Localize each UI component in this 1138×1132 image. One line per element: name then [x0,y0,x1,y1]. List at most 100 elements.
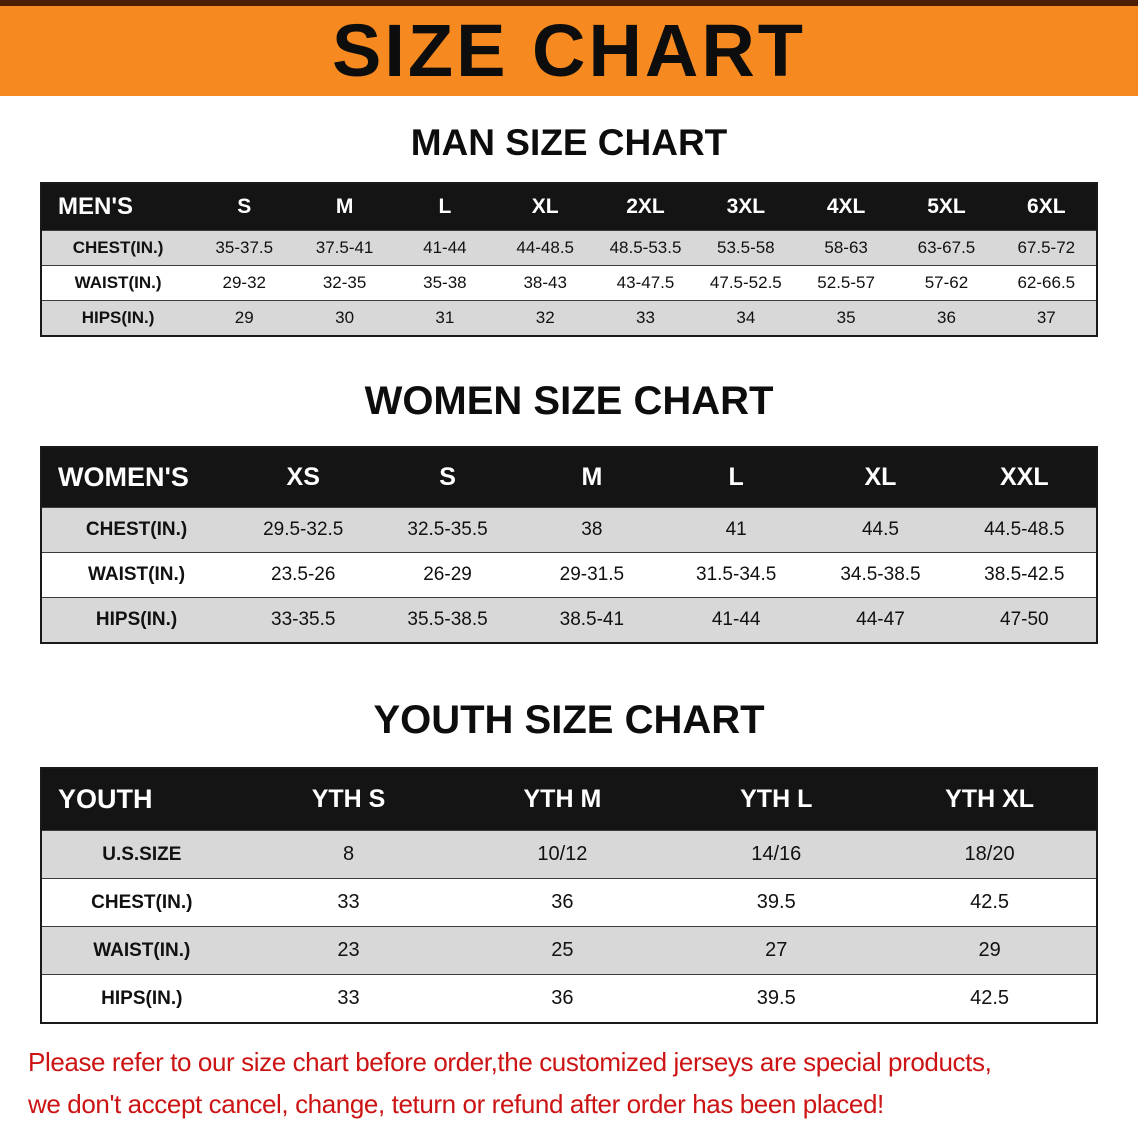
size-column-header: 6XL [996,183,1097,231]
size-column-header: YTH M [455,768,670,831]
size-value-cell: 29.5-32.5 [231,507,376,553]
women-size-chart-section: WOMEN SIZE CHART WOMEN'S XS S M L XL XXL CHEST(… [40,379,1098,644]
row-label: HIPS(IN.) [41,974,242,1023]
row-label: U.S.SIZE [41,830,242,879]
size-value-cell: 33-35.5 [231,597,376,643]
size-value-cell: 25 [455,926,670,975]
size-value-cell: 53.5-58 [695,230,796,266]
size-value-cell: 34 [695,300,796,336]
table-row: CHEST(IN.) 33 36 39.5 42.5 [41,878,1097,927]
size-value-cell: 62-66.5 [996,265,1097,301]
size-value-cell: 29 [194,300,295,336]
size-value-cell: 41-44 [664,597,809,643]
size-value-cell: 35-38 [394,265,496,301]
size-column-header: YTH L [669,768,884,831]
size-value-cell: 39.5 [669,974,884,1023]
size-column-header: YTH XL [883,768,1097,831]
size-value-cell: 58-63 [795,230,897,266]
table-header-row: WOMEN'S XS S M L XL XXL [41,447,1097,508]
size-value-cell: 57-62 [896,265,997,301]
man-size-chart-section: MAN SIZE CHART MEN'S S M L XL 2XL 3XL 4XL 5XL 6XL… [40,122,1098,337]
size-value-cell: 31.5-34.5 [664,552,809,598]
size-value-cell: 38.5-41 [519,597,665,643]
size-value-cell: 47-50 [952,597,1097,643]
page-title: SIZE CHART [332,9,806,92]
size-value-cell: 29-31.5 [519,552,665,598]
size-value-cell: 33 [241,878,456,927]
table-row: WAIST(IN.) 23.5-26 26-29 29-31.5 31.5-34.5 34… [41,552,1097,598]
size-value-cell: 10/12 [455,830,670,879]
table-row: WAIST(IN.) 29-32 32-35 35-38 38-43 43-47.5 47.… [41,265,1097,301]
size-value-cell: 44-48.5 [495,230,596,266]
size-value-cell: 41-44 [394,230,496,266]
size-value-cell: 48.5-53.5 [595,230,696,266]
size-value-cell: 14/16 [669,830,884,879]
size-value-cell: 67.5-72 [996,230,1097,266]
size-column-header: S [194,183,295,231]
size-value-cell: 39.5 [669,878,884,927]
size-value-cell: 38.5-42.5 [952,552,1097,598]
table-corner-label: MEN'S [41,183,195,231]
size-value-cell: 33 [241,974,456,1023]
table-row: WAIST(IN.) 23 25 27 29 [41,926,1097,975]
size-value-cell: 44-47 [808,597,953,643]
size-column-header: 2XL [595,183,696,231]
youth-size-chart-heading: YOUTH SIZE CHART [373,698,765,742]
size-value-cell: 37.5-41 [294,230,395,266]
size-column-header: XL [495,183,596,231]
man-size-chart-heading: MAN SIZE CHART [410,122,728,163]
women-size-table: WOMEN'S XS S M L XL XXL CHEST(IN.) 29.5-32.5 32.5… [40,446,1098,644]
size-value-cell: 47.5-52.5 [695,265,796,301]
size-value-cell: 23 [241,926,456,975]
size-value-cell: 63-67.5 [896,230,997,266]
size-value-cell: 32-35 [294,265,395,301]
size-value-cell: 43-47.5 [595,265,696,301]
banner: SIZE CHART [0,0,1138,96]
content-area: MAN SIZE CHART MEN'S S M L XL 2XL 3XL 4XL 5XL 6XL… [0,122,1138,1024]
size-value-cell: 27 [669,926,884,975]
table-row: HIPS(IN.) 33-35.5 35.5-38.5 38.5-41 41-44 44-… [41,597,1097,643]
women-size-chart-heading: WOMEN SIZE CHART [364,379,774,423]
size-value-cell: 18/20 [883,830,1097,879]
size-value-cell: 36 [455,974,670,1023]
row-label: CHEST(IN.) [41,878,242,927]
size-value-cell: 34.5-38.5 [808,552,953,598]
youth-size-table: YOUTH YTH S YTH M YTH L YTH XL U.S.SIZE 8 10/12… [40,767,1098,1024]
size-value-cell: 37 [996,300,1097,336]
row-label: HIPS(IN.) [41,300,195,336]
table-row: CHEST(IN.) 35-37.5 37.5-41 41-44 44-48.5 48.5… [41,230,1097,266]
size-value-cell: 42.5 [883,974,1097,1023]
size-column-header: YTH S [241,768,456,831]
size-value-cell: 42.5 [883,878,1097,927]
size-value-cell: 35-37.5 [194,230,295,266]
row-label: HIPS(IN.) [41,597,232,643]
size-value-cell: 32 [495,300,596,336]
size-value-cell: 52.5-57 [795,265,897,301]
size-column-header: XXL [952,447,1097,508]
size-value-cell: 36 [896,300,997,336]
size-column-header: XL [808,447,953,508]
row-label: WAIST(IN.) [41,552,232,598]
table-corner-label: WOMEN'S [41,447,232,508]
size-value-cell: 44.5-48.5 [952,507,1097,553]
size-column-header: M [519,447,665,508]
table-row: CHEST(IN.) 29.5-32.5 32.5-35.5 38 41 44.5 44.5… [41,507,1097,553]
size-value-cell: 23.5-26 [231,552,376,598]
size-value-cell: 30 [294,300,395,336]
size-value-cell: 29-32 [194,265,295,301]
table-corner-label: YOUTH [41,768,242,831]
size-column-header: L [394,183,496,231]
row-label: CHEST(IN.) [41,230,195,266]
size-column-header: XS [231,447,376,508]
notice-line-1: Please refer to our size chart before or… [28,1047,992,1077]
table-row: U.S.SIZE 8 10/12 14/16 18/20 [41,830,1097,879]
footer-notice: Please refer to our size chart before or… [0,1024,1138,1120]
row-label: CHEST(IN.) [41,507,232,553]
table-row: HIPS(IN.) 33 36 39.5 42.5 [41,974,1097,1023]
size-column-header: M [294,183,395,231]
man-size-table: MEN'S S M L XL 2XL 3XL 4XL 5XL 6XL CHEST(IN.) 35-37… [40,182,1098,337]
table-header-row: MEN'S S M L XL 2XL 3XL 4XL 5XL 6XL [41,183,1097,231]
row-label: WAIST(IN.) [41,265,195,301]
size-value-cell: 26-29 [375,552,520,598]
